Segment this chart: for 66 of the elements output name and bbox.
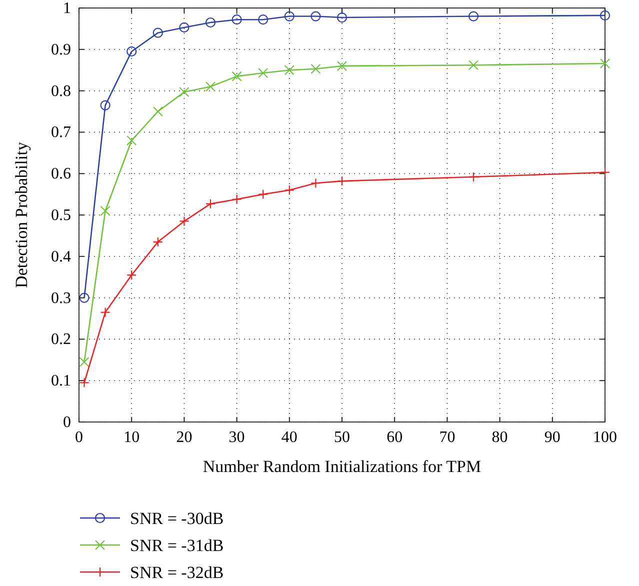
point bbox=[336, 176, 348, 186]
point bbox=[232, 194, 242, 204]
x-tick-label: 20 bbox=[176, 429, 192, 446]
point bbox=[179, 22, 190, 33]
x-tick-label: 10 bbox=[124, 429, 140, 446]
point bbox=[100, 100, 110, 110]
y-tick-label: 0.9 bbox=[51, 41, 71, 58]
y-tick-label: 0.7 bbox=[51, 124, 71, 142]
point bbox=[179, 216, 190, 226]
y-tick-label: 0.3 bbox=[51, 290, 71, 307]
x-tick-label: 0 bbox=[75, 429, 83, 446]
point bbox=[336, 12, 348, 23]
legend-label: SNR = -31dB bbox=[130, 536, 224, 555]
legend-label: SNR = -30dB bbox=[130, 509, 224, 528]
y-tick-label: 0.2 bbox=[51, 331, 71, 348]
point bbox=[468, 60, 479, 70]
point bbox=[100, 307, 110, 318]
point bbox=[310, 64, 321, 74]
y-tick-label: 1 bbox=[63, 0, 71, 17]
x-tick-label: 40 bbox=[281, 429, 298, 446]
y-tick-label: 0.8 bbox=[51, 82, 71, 100]
x-tick-label: 100 bbox=[593, 429, 617, 446]
point bbox=[258, 189, 268, 200]
point bbox=[126, 135, 137, 146]
point bbox=[205, 198, 216, 209]
point bbox=[258, 14, 268, 25]
point bbox=[179, 86, 190, 98]
point bbox=[126, 270, 137, 280]
point bbox=[600, 10, 610, 20]
point bbox=[79, 356, 90, 368]
y-axis-title: Detection Probability bbox=[12, 142, 31, 288]
x-tick-label: 50 bbox=[334, 429, 350, 446]
point bbox=[205, 17, 216, 28]
y-tick-label: 0.4 bbox=[51, 248, 71, 266]
point bbox=[205, 82, 216, 92]
point bbox=[152, 106, 163, 117]
point bbox=[336, 60, 348, 72]
x-axis-title: Number Random Initializations for TPM bbox=[202, 457, 482, 476]
point bbox=[284, 11, 294, 22]
point bbox=[468, 11, 479, 22]
x-tick-label: 70 bbox=[439, 429, 456, 446]
point bbox=[232, 14, 242, 25]
x-tick-label: 30 bbox=[228, 429, 245, 446]
point bbox=[152, 236, 163, 247]
point bbox=[600, 58, 610, 69]
y-tick-label: 0.6 bbox=[51, 166, 71, 183]
y-tick-label: 0.5 bbox=[51, 207, 71, 224]
point bbox=[100, 206, 110, 216]
x-tick-label: 80 bbox=[492, 429, 508, 446]
x-tick-label: 60 bbox=[386, 429, 403, 446]
point bbox=[79, 378, 90, 388]
point bbox=[79, 292, 90, 303]
point bbox=[600, 167, 610, 178]
y-tick-label: 0.1 bbox=[51, 372, 71, 390]
point bbox=[310, 178, 321, 188]
point bbox=[468, 172, 479, 182]
point bbox=[126, 46, 137, 57]
x-tick-label: 90 bbox=[544, 429, 560, 446]
y-tick-label: 0 bbox=[63, 414, 71, 431]
legend-label: SNR = -32dB bbox=[130, 563, 224, 582]
point bbox=[284, 65, 294, 76]
point bbox=[310, 11, 321, 22]
point bbox=[152, 28, 163, 38]
point bbox=[284, 185, 294, 196]
point bbox=[258, 68, 268, 78]
point bbox=[232, 71, 242, 82]
